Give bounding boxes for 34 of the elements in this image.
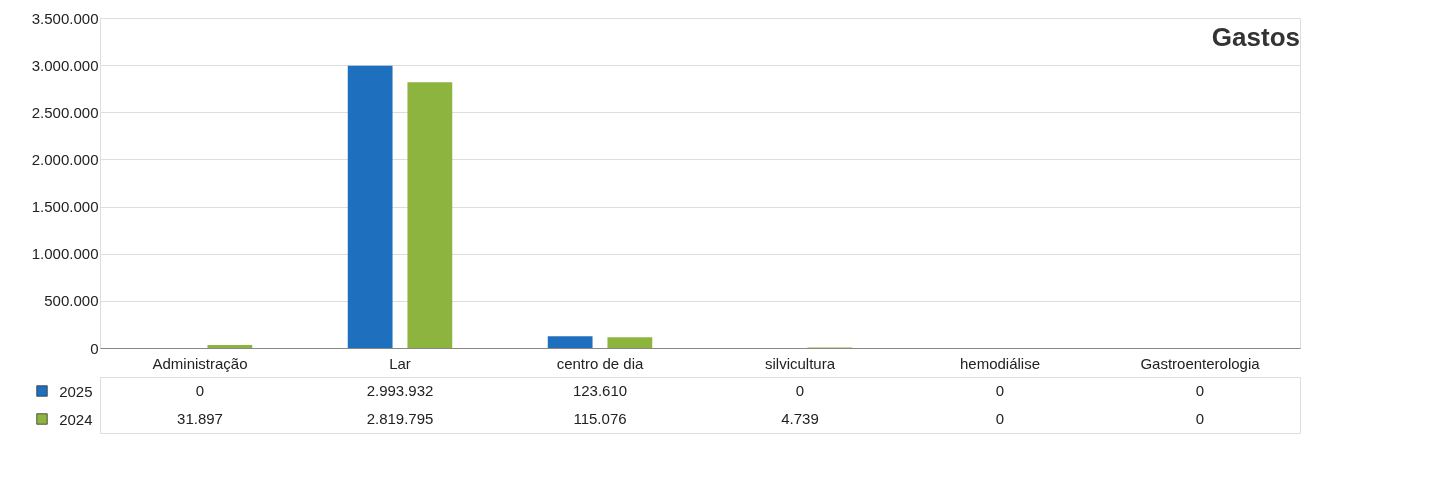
x-tick-label: centro de dia (556, 354, 645, 372)
x-tick-label: silvicultura (764, 354, 836, 372)
y-tick-label: 2.000.000 (31, 150, 99, 168)
x-tick-label: Lar (389, 354, 411, 372)
data-label: 123.610 (572, 382, 628, 399)
data-label: 4.739 (781, 410, 819, 427)
y-tick-label: 1.000.000 (31, 245, 99, 263)
y-tick-label: 3.000.000 (31, 56, 99, 74)
bar (607, 337, 653, 348)
y-tick-label: 2.500.000 (31, 103, 99, 121)
bar (407, 82, 453, 348)
data-label: 0 (795, 382, 805, 399)
x-tick-label: hemodiálise (959, 354, 1041, 372)
data-label: 0 (995, 410, 1005, 427)
data-label: 0 (195, 382, 205, 399)
data-label: 0 (1195, 410, 1205, 427)
legend-label: 2024 (59, 410, 93, 428)
y-tick-label: 0 (90, 339, 99, 357)
y-tick-label: 500.000 (44, 292, 99, 310)
y-tick-label: 1.500.000 (31, 198, 99, 216)
data-label: 0 (995, 382, 1005, 399)
bar (547, 336, 593, 348)
data-label: 0 (1195, 382, 1205, 399)
chart-title: Gastos (1211, 22, 1300, 52)
data-label: 31.897 (177, 410, 223, 427)
legend-label: 2025 (59, 382, 93, 400)
bar (347, 65, 393, 348)
x-tick-label: Gastroenterologia (1140, 354, 1261, 372)
data-label: 115.076 (573, 410, 627, 427)
x-tick-label: Administração (152, 354, 248, 372)
data-label: 2.993.932 (366, 382, 434, 399)
y-tick-label: 3.500.000 (31, 9, 99, 27)
bar (207, 344, 253, 348)
data-label: 2.819.795 (366, 410, 434, 427)
